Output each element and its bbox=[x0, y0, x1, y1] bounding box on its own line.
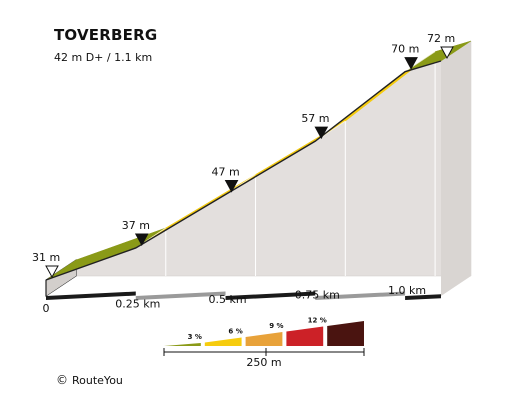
ground-bar-2 bbox=[135, 291, 226, 300]
ground-bar-3 bbox=[225, 291, 316, 300]
copyright-text: RouteYou bbox=[72, 374, 123, 387]
legend-swatch-4 bbox=[286, 326, 324, 346]
legend-label: 9 % bbox=[269, 322, 283, 330]
legend-swatch-5 bbox=[327, 321, 364, 346]
distance-tick-label: 1.0 km bbox=[388, 284, 426, 297]
legend-swatch-2 bbox=[204, 337, 242, 346]
chart-subtitle: 42 m D+ / 1.1 km bbox=[54, 51, 153, 64]
elevation-marker-icon bbox=[134, 233, 149, 246]
scale-label: 250 m bbox=[246, 356, 281, 369]
elevation-marker-icon bbox=[224, 180, 239, 193]
chart-title: TOVERBERG bbox=[54, 26, 158, 44]
profile-end-face bbox=[441, 41, 471, 296]
legend-swatch-1 bbox=[164, 343, 201, 346]
copyright-notice: © RouteYou bbox=[56, 373, 123, 387]
distance-tick-label: 0 bbox=[43, 302, 50, 315]
legend-swatch-3 bbox=[245, 332, 283, 346]
slope-seam bbox=[404, 51, 436, 73]
start-end-marker-icon bbox=[440, 46, 454, 60]
start-end-marker-icon bbox=[45, 265, 59, 279]
ground-bar-4 bbox=[315, 291, 406, 300]
elevation-label: 57 m bbox=[301, 112, 329, 125]
slope-front-edge bbox=[45, 60, 442, 281]
legend-label: 3 % bbox=[188, 333, 202, 341]
legend-label: 12 % bbox=[308, 317, 327, 325]
distance-tick-label: 0.25 km bbox=[115, 298, 160, 311]
distance-tick-label: 0.5 km bbox=[209, 293, 247, 306]
elevation-label: 72 m bbox=[427, 32, 455, 45]
elevation-marker-icon bbox=[314, 126, 329, 140]
distance-tick-label: 0.75 km bbox=[295, 289, 340, 302]
elevation-label: 37 m bbox=[122, 219, 150, 232]
elevation-label: 47 m bbox=[212, 166, 240, 179]
ground-bar-1 bbox=[46, 291, 136, 300]
elevation-label: 70 m bbox=[391, 43, 419, 56]
copyright-icon: © bbox=[56, 373, 68, 387]
elevation-marker-icon bbox=[404, 57, 418, 70]
ground-bar-5 bbox=[405, 294, 441, 300]
legend-label: 6 % bbox=[228, 328, 242, 336]
elevation-label: 31 m bbox=[32, 251, 60, 264]
